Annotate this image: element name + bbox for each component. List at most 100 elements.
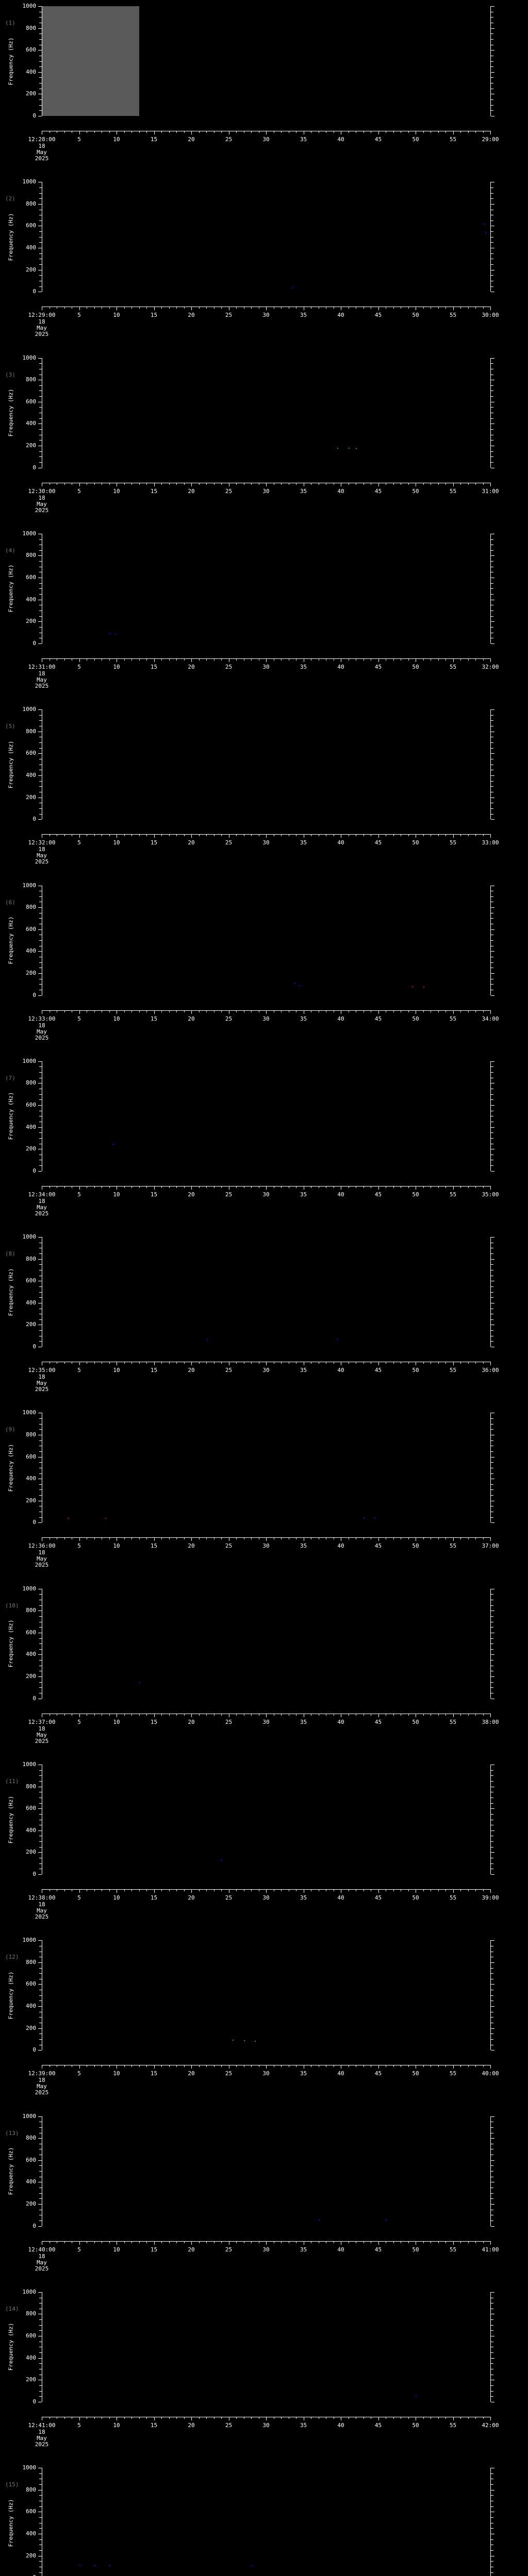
y-tick-label: 0 — [32, 639, 36, 647]
plot-area — [42, 1237, 490, 1347]
x-tick — [453, 658, 454, 662]
y-tick — [491, 1451, 493, 1452]
x-tick-label: 50 — [412, 487, 419, 495]
x-tick-label: 5 — [77, 312, 81, 319]
x-tick — [146, 834, 147, 837]
x-axis-end-label: 41:00 — [482, 2246, 499, 2253]
x-tick-label: 40 — [337, 1367, 344, 1374]
detection-point — [221, 1860, 222, 1861]
date-month: May — [37, 325, 47, 332]
y-tick — [39, 1638, 42, 1639]
y-axis-right — [490, 2116, 494, 2227]
x-tick — [460, 2241, 461, 2243]
x-tick-label: 35 — [300, 312, 307, 319]
x-tick — [146, 658, 147, 660]
x-tick — [468, 2241, 469, 2243]
y-tick — [39, 594, 42, 595]
x-tick — [423, 2065, 424, 2067]
y-tick — [491, 2198, 493, 2199]
y-tick — [491, 39, 493, 40]
x-tick — [206, 307, 207, 309]
y-tick — [38, 2028, 42, 2029]
y-tick — [491, 231, 493, 232]
y-axis-title-text: Frequency (Hz) — [7, 2323, 14, 2371]
x-tick — [221, 482, 222, 485]
y-tick-label: 800 — [26, 200, 36, 207]
y-tick — [38, 2116, 42, 2117]
y-tick — [491, 2138, 494, 2139]
x-tick — [251, 1362, 252, 1364]
y-tick — [39, 264, 42, 265]
x-tick — [281, 482, 282, 485]
date-day: 18 — [38, 1901, 45, 1908]
y-tick — [39, 2127, 42, 2128]
spectrogram-panel: (9) Frequency (Hz) 0 200 400 600 800 1000 12:36:… — [0, 1406, 528, 1582]
y-tick — [491, 1286, 493, 1287]
y-tick-label: 200 — [26, 1145, 36, 1153]
y-tick — [39, 1682, 42, 1683]
y-tick — [491, 1495, 493, 1496]
date-month: May — [37, 1028, 47, 1035]
y-tick — [39, 2391, 42, 2392]
x-tick — [154, 658, 155, 662]
spectrogram-panel: (11) Frequency (Hz) 0 200 400 600 800 1000 12:38… — [0, 1758, 528, 1934]
y-tick — [39, 2319, 42, 2320]
y-tick — [39, 539, 42, 540]
plot-area — [42, 6, 490, 116]
x-tick — [206, 1362, 207, 1364]
x-tick-label: 55 — [449, 663, 457, 670]
y-tick-label: 600 — [26, 1805, 36, 1812]
x-tick — [490, 2065, 491, 2069]
x-tick — [154, 1889, 155, 1893]
x-tick — [460, 1185, 461, 1188]
x-tick — [266, 2241, 267, 2245]
y-tick — [491, 1973, 493, 1974]
x-tick — [483, 2416, 484, 2419]
x-tick-label: 10 — [113, 1367, 120, 1374]
date-day: 18 — [38, 318, 45, 326]
y-tick — [491, 2539, 493, 2540]
x-tick-label: 30 — [262, 1894, 270, 1901]
x-tick-label: 30 — [262, 839, 270, 846]
x-tick-label: 20 — [188, 663, 195, 670]
date-day: 18 — [38, 670, 45, 677]
date-stack: 18 May 2025 — [24, 495, 60, 514]
x-tick-label: 15 — [150, 1367, 158, 1374]
x-tick — [131, 1362, 132, 1364]
x-axis-start-label: 12:30:00 — [28, 487, 56, 495]
x-tick — [161, 307, 162, 309]
x-tick — [483, 131, 484, 133]
x-axis: 12:36:00 5 10 15 20 25 30 35 40 45 50 55 37:00 — [28, 1537, 499, 1549]
y-tick — [39, 962, 42, 963]
y-tick — [38, 1962, 42, 1963]
y-tick — [39, 1968, 42, 1969]
x-tick — [393, 2065, 394, 2067]
y-tick — [491, 61, 493, 62]
x-tick-label: 20 — [188, 2421, 195, 2429]
x-tick — [176, 1889, 177, 1891]
x-tick — [490, 131, 491, 134]
y-tick — [39, 2330, 42, 2331]
y-tick — [38, 423, 42, 425]
y-tick — [39, 1863, 42, 1864]
x-axis-end-label: 29:00 — [482, 136, 499, 143]
x-tick — [236, 2065, 237, 2067]
x-tick-label: 55 — [449, 2246, 457, 2253]
x-tick — [468, 1889, 469, 1891]
x-tick — [199, 482, 200, 485]
plot-area — [42, 1940, 490, 2050]
date-day: 18 — [38, 1374, 45, 1381]
y-tick — [39, 1841, 42, 1842]
date-year: 2025 — [35, 1210, 49, 1217]
detection-point — [299, 985, 300, 986]
x-tick — [131, 482, 132, 485]
x-tick-label: 55 — [449, 1543, 457, 1550]
y-tick-label: 1000 — [22, 530, 37, 537]
x-axis-start-label: 12:39:00 — [28, 2070, 56, 2077]
y-axis-right — [490, 1413, 494, 1523]
x-tick — [146, 131, 147, 133]
x-tick-label: 25 — [225, 487, 233, 495]
y-tick — [38, 1654, 42, 1655]
x-tick — [169, 1713, 170, 1716]
x-tick — [124, 2241, 125, 2243]
